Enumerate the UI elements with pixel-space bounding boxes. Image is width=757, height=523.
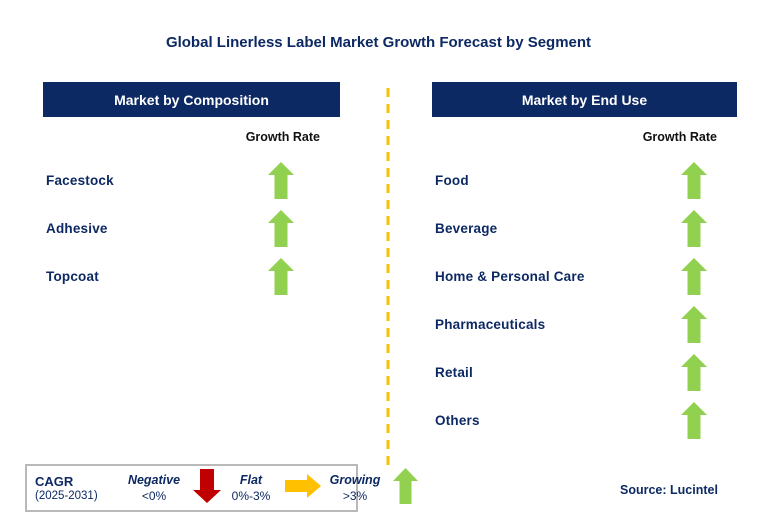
up-arrow-icon [268, 257, 294, 295]
segment-label: Others [435, 412, 480, 428]
legend-box: CAGR (2025-2031) Negative <0% Flat 0%-3%… [25, 464, 418, 512]
segment-label: Home & Personal Care [435, 268, 585, 284]
up-arrow-icon [681, 353, 707, 391]
legend-entry-range: 0%-3% [231, 489, 271, 503]
segment-label: Food [435, 172, 469, 188]
up-arrow-icon [681, 161, 707, 199]
up-arrow-icon [393, 467, 418, 509]
segment-rows: Food Beverage Home & Personal Care Pharm… [432, 156, 737, 444]
cagr-label: CAGR [35, 474, 74, 489]
growth-rate-label: Growth Rate [245, 130, 320, 144]
segment-row: Pharmaceuticals [432, 300, 737, 348]
right-arrow-icon [285, 473, 321, 503]
up-arrow-icon [681, 401, 707, 439]
legend-entry-range: >3% [342, 489, 368, 503]
up-arrow-icon [268, 161, 294, 199]
segment-label: Adhesive [46, 220, 108, 236]
legend-entry-label: Flat [239, 473, 263, 487]
segment-rows: Facestock Adhesive Topcoat [43, 156, 340, 300]
up-arrow-icon [681, 209, 707, 247]
legend-entry-negative: Negative <0% [123, 468, 225, 508]
legend-entry-text: Flat 0%-3% [225, 473, 277, 503]
legend-entry-growing: Growing >3% [325, 467, 422, 509]
panel-market-by-end-use: Market by End Use Growth Rate Food Bever… [432, 82, 737, 444]
legend-entry-label: Negative [127, 473, 181, 487]
panel-market-by-composition: Market by Composition Growth Rate Facest… [43, 82, 340, 300]
segment-label: Facestock [46, 172, 114, 188]
legend-entry-text: Negative <0% [123, 473, 185, 503]
segment-row: Facestock [43, 156, 340, 204]
page-title: Global Linerless Label Market Growth For… [165, 34, 592, 51]
segment-row: Food [432, 156, 737, 204]
up-arrow-icon [681, 257, 707, 295]
cagr-block: CAGR (2025-2031) [35, 474, 123, 502]
source-label: Source: Lucintel [620, 483, 718, 497]
cagr-period: (2025-2031) [35, 490, 98, 502]
up-arrow-icon [268, 209, 294, 247]
segment-row: Retail [432, 348, 737, 396]
legend-entry-range: <0% [141, 489, 167, 503]
panel-header: Market by End Use [432, 82, 737, 117]
legend-entry-text: Growing >3% [325, 473, 385, 503]
growth-rate-label: Growth Rate [642, 130, 717, 144]
legend-entry-flat: Flat 0%-3% [225, 473, 325, 503]
segment-row: Home & Personal Care [432, 252, 737, 300]
segment-label: Beverage [435, 220, 498, 236]
segment-label: Retail [435, 364, 473, 380]
panel-header: Market by Composition [43, 82, 340, 117]
legend-entry-label: Growing [329, 473, 381, 487]
segment-label: Pharmaceuticals [435, 316, 546, 332]
up-arrow-icon [681, 305, 707, 343]
segment-row: Topcoat [43, 252, 340, 300]
segment-row: Beverage [432, 204, 737, 252]
segment-label: Topcoat [46, 268, 99, 284]
down-arrow-icon [193, 468, 221, 508]
segment-row: Adhesive [43, 204, 340, 252]
segment-row: Others [432, 396, 737, 444]
dashed-divider [386, 88, 390, 470]
